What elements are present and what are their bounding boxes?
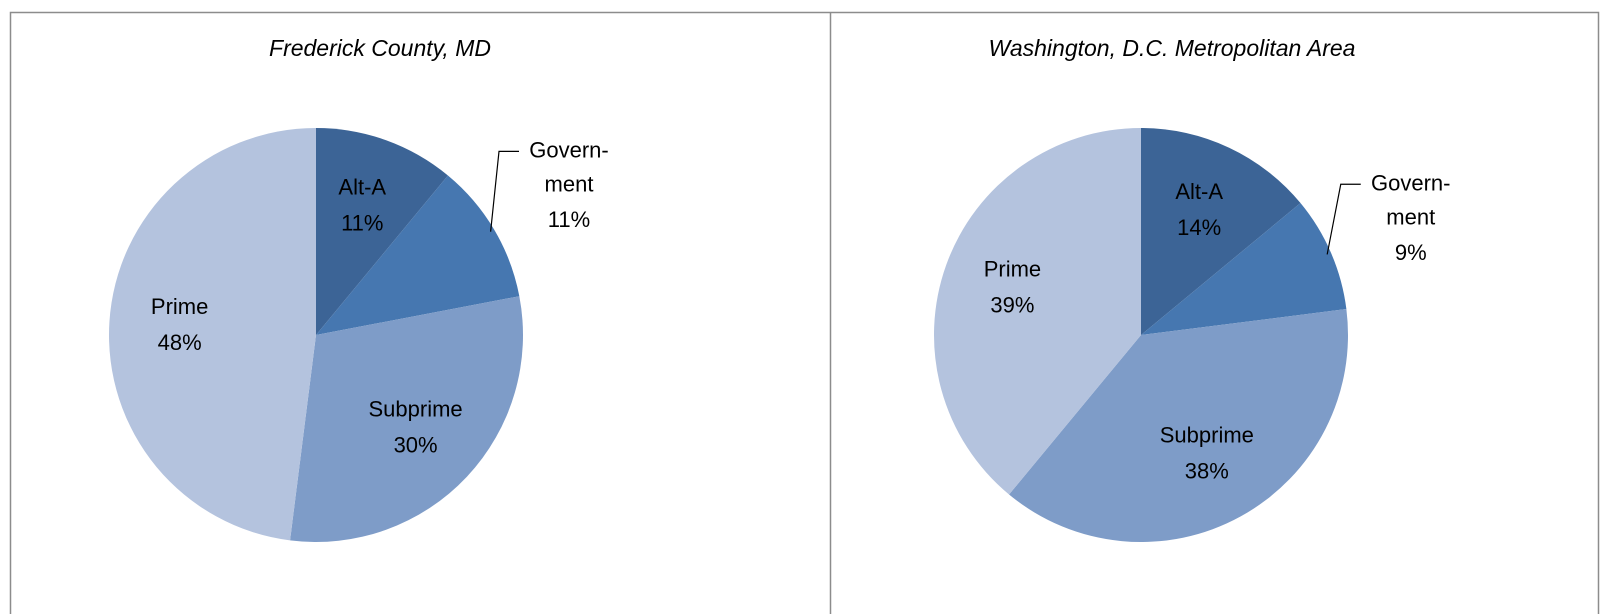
slice-value-label: 9% bbox=[1395, 240, 1427, 265]
chart-title: Frederick County, MD bbox=[269, 35, 491, 61]
slice-label: Prime bbox=[984, 257, 1041, 282]
slice-label: Subprime bbox=[369, 396, 463, 421]
chart-title: Washington, D.C. Metropolitan Area bbox=[989, 35, 1356, 61]
slice-value-label: 14% bbox=[1177, 215, 1221, 240]
slice-label-line: ment bbox=[1386, 204, 1435, 229]
slice-label-line: Govern- bbox=[1371, 170, 1450, 195]
pie-slice bbox=[316, 175, 520, 335]
slice-value-label: 11% bbox=[341, 210, 383, 235]
pie-slice bbox=[108, 128, 316, 541]
slice-value-label: 30% bbox=[394, 432, 438, 457]
slice-label: Prime bbox=[151, 294, 208, 319]
slice-label: Alt-A bbox=[338, 174, 386, 199]
slice-value-label: 11% bbox=[548, 207, 590, 232]
pie-slice bbox=[290, 296, 523, 542]
slice-value-label: 38% bbox=[1185, 459, 1229, 484]
leader-line bbox=[490, 150, 520, 232]
slice-label: Govern-ment bbox=[529, 137, 608, 196]
pie-slice bbox=[1141, 128, 1301, 335]
leader-line bbox=[1326, 183, 1361, 255]
pie-slice bbox=[1009, 309, 1349, 543]
slice-value-label: 39% bbox=[990, 293, 1034, 318]
slice-label: Subprime bbox=[1160, 423, 1254, 448]
slice-value-label: 48% bbox=[158, 330, 202, 355]
slice-label: Alt-A bbox=[1175, 179, 1223, 204]
pie-slice bbox=[933, 128, 1141, 495]
pie-slice bbox=[1141, 203, 1347, 335]
pie-slice bbox=[316, 128, 448, 335]
slice-label-line: ment bbox=[545, 171, 594, 196]
slice-label: Govern-ment bbox=[1371, 170, 1450, 229]
slice-label-line: Govern- bbox=[529, 137, 608, 162]
frame bbox=[9, 11, 1600, 614]
